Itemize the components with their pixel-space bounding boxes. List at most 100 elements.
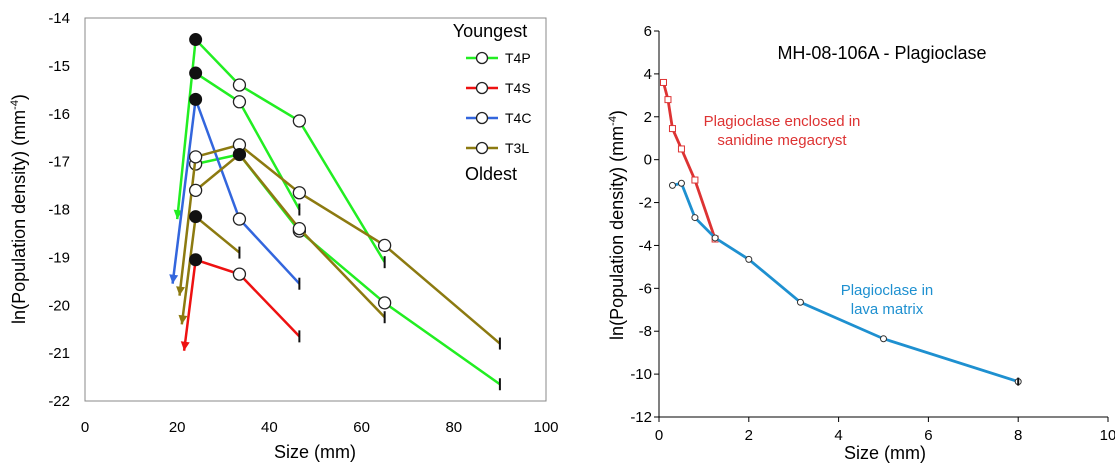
left-series-t3l [178,210,241,325]
data-point-square [664,96,672,104]
legend-entry-t4p: T4P [466,50,531,66]
left-y-tick-label: -14 [48,10,70,27]
data-point-open [292,186,307,200]
right-y-tick-label: -4 [639,237,652,254]
legend-marker [475,51,489,65]
data-point-filled [232,147,246,161]
data-point-open [232,78,247,92]
right-y-tick-label: -12 [630,409,652,426]
right-y-tick-label: 4 [644,66,652,83]
legend-marker [475,141,489,155]
legend-label: T4P [505,50,531,66]
data-point-open [232,95,247,109]
right-y-tick-label: -8 [639,323,652,340]
data-point-square [668,125,676,133]
legend-oldest: Oldest [465,164,517,184]
right-y-tick-label: 0 [644,152,652,169]
left-series-t3l [188,147,386,324]
right-x-tick-label: 4 [834,427,842,444]
right-y-axis-label: ln(Population density) (mm-4) [607,110,627,340]
data-point-filled [189,66,203,80]
right-y-tick-label: -6 [639,280,652,297]
data-point-circle [796,298,804,306]
left-chart: Size (mm) ln(Population density) (mm-4) … [9,10,559,462]
series-line [194,152,386,319]
left-y-tick-label: -20 [48,297,70,314]
left-series-t4p [189,66,301,216]
data-point-circle [880,335,887,343]
series-line [175,36,386,263]
data-point-open [292,114,307,128]
series-sanidine-enclosed [659,78,719,243]
series-line [178,143,501,345]
left-y-tick-label: -18 [48,202,70,219]
right-y-tick-label: -2 [639,195,652,212]
left-x-tick-label: 100 [533,419,558,436]
left-y-tick-label: -21 [48,345,70,362]
right-y-tick-label: -10 [630,366,652,383]
data-point-square [659,78,667,86]
right-chart-title: MH-08-106A - Plagioclase [777,43,986,63]
left-y-tick-label: -19 [48,249,70,266]
legend-label: T4C [505,110,531,126]
left-x-tick-label: 60 [353,419,370,436]
right-x-tick-label: 8 [1014,427,1022,444]
series-line [672,181,1019,383]
left-x-tick-label: 20 [169,419,186,436]
legend-youngest: Youngest [453,21,527,41]
left-series-t4s [180,253,301,351]
left-y-tick-label: -15 [48,58,70,75]
data-point-circle [745,255,753,263]
data-point-open [232,267,247,281]
data-point-circle [668,181,676,189]
data-point-filled [189,253,203,267]
data-point-open [232,212,247,226]
left-legend: Youngest T4P T4S T4C T3L Oldest [453,21,532,184]
right-y-tick-label: 2 [644,109,652,126]
legend-entry-t4c: T4C [466,110,531,126]
legend-marker [475,81,489,95]
arrowhead [176,286,186,296]
annotation-sanidine-line2: sanidine megacryst [717,132,847,149]
left-series-t4c [169,92,301,290]
left-y-tick-label: -17 [48,154,70,171]
right-x-tick-label: 2 [745,427,753,444]
right-x-axis-label: Size (mm) [844,443,926,463]
data-point-filled [189,33,203,47]
annotation-matrix-line2: lava matrix [851,301,924,318]
series-lava-matrix [668,179,1022,386]
left-y-tick-label: -16 [48,106,70,123]
series-line [662,82,717,240]
arrowhead [180,341,190,351]
right-y-tick-label: 6 [644,23,652,40]
series-line [171,98,301,285]
data-point-open [377,296,392,310]
data-point-filled [189,92,203,106]
series-line [182,258,301,351]
data-point-circle [711,234,719,242]
data-point-open [377,238,392,253]
right-x-tick-label: 0 [655,427,663,444]
right-x-tick-label: 10 [1100,427,1115,444]
data-point-circle [691,214,699,222]
data-point-open [292,221,307,236]
annotation-matrix-line1: Plagioclase in [841,282,934,299]
data-point-open [188,183,203,198]
data-point-filled [189,210,203,224]
arrowhead [169,274,179,284]
legend-entry-t3l: T3L [466,140,529,156]
legend-label: T4S [505,80,531,96]
data-point-square [677,145,685,153]
left-x-tick-label: 0 [81,419,89,436]
right-chart: MH-08-106A - Plagioclase Size (mm) ln(Po… [607,23,1115,463]
left-plot-frame [84,17,547,402]
left-x-tick-label: 80 [445,419,462,436]
data-point-open [188,150,203,164]
arrowhead [178,314,188,325]
legend-label: T3L [505,140,529,156]
right-x-tick-label: 6 [924,427,932,444]
left-x-tick-label: 40 [261,419,278,436]
legend-entry-t4s: T4S [466,80,531,96]
annotation-sanidine-line1: Plagioclase enclosed in [704,113,861,130]
